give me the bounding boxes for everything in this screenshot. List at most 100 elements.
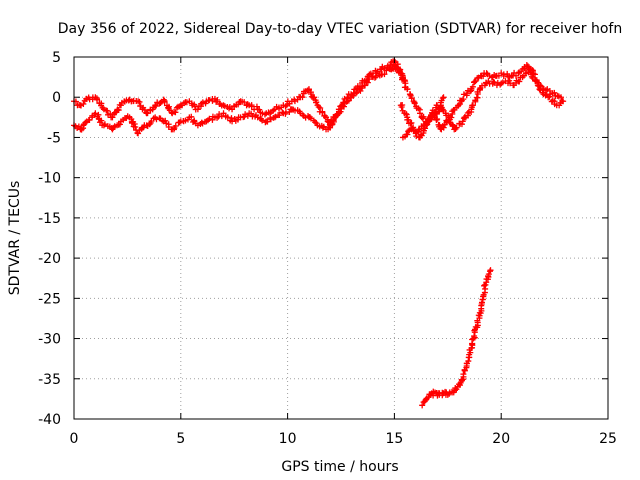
data-point — [453, 124, 460, 131]
data-point — [166, 103, 173, 110]
data-point — [129, 120, 136, 127]
y-tick-label: -25 — [38, 291, 61, 307]
data-point — [371, 74, 378, 81]
grid-lines — [74, 57, 608, 419]
data-point — [109, 114, 116, 121]
data-point — [220, 102, 227, 109]
chart-title: Day 356 of 2022, Sidereal Day-to-day VTE… — [58, 21, 622, 37]
data-point — [469, 102, 476, 109]
data-point — [282, 103, 289, 110]
data-point — [224, 114, 231, 121]
y-axis-label: SDTVAR / TECUs — [7, 181, 23, 296]
data-point — [116, 121, 123, 128]
data-point — [449, 123, 456, 130]
x-tick-label: 15 — [385, 431, 403, 447]
data-point — [431, 114, 438, 121]
data-point — [417, 110, 424, 117]
data-point — [469, 83, 476, 90]
data-point — [135, 130, 142, 137]
data-point — [104, 107, 111, 114]
data-point — [445, 112, 452, 119]
data-point — [115, 107, 122, 114]
y-tick-label: -30 — [38, 332, 61, 348]
data-point — [330, 118, 337, 125]
data-point — [194, 106, 201, 113]
y-tick-label: -15 — [38, 211, 61, 227]
plot-frame — [73, 56, 609, 420]
data-point — [460, 91, 467, 98]
data-point — [80, 101, 87, 108]
data-point — [271, 114, 278, 121]
data-point — [261, 111, 268, 118]
data-point — [546, 93, 553, 100]
data-point — [507, 80, 514, 87]
series-3 — [399, 66, 567, 141]
y-tick-label: 0 — [52, 90, 61, 106]
data-point — [161, 98, 168, 105]
data-point — [352, 90, 359, 97]
x-axis-label: GPS time / hours — [281, 459, 398, 475]
series-0 — [71, 58, 409, 129]
data-point — [404, 86, 411, 93]
x-tick-label: 0 — [70, 431, 79, 447]
data-point — [558, 94, 565, 101]
data-point — [132, 124, 139, 131]
series-1 — [71, 63, 404, 137]
data-point — [499, 79, 506, 86]
data-point — [405, 128, 412, 135]
data-point — [172, 109, 179, 116]
data-point — [199, 99, 206, 106]
data-point — [458, 121, 465, 128]
x-tick-label: 10 — [279, 431, 297, 447]
data-point — [259, 117, 266, 124]
data-point — [276, 112, 283, 119]
data-point — [422, 125, 429, 132]
data-point — [460, 371, 467, 378]
data-point — [439, 95, 446, 102]
data-point — [472, 98, 479, 105]
data-point — [393, 66, 400, 73]
y-tick-label: -20 — [38, 251, 61, 267]
data-point — [459, 118, 466, 125]
data-point — [535, 83, 542, 90]
series-5 — [419, 267, 494, 409]
data-point — [248, 110, 255, 117]
data-point — [136, 98, 143, 105]
series-2 — [397, 62, 565, 137]
y-axis-ticks: 5 0 -5 -10 -15 -20 -25 -30 -35 -40 — [38, 50, 608, 428]
y-tick-label: -10 — [38, 171, 61, 187]
y-tick-label: 5 — [52, 50, 61, 66]
data-point — [319, 108, 326, 115]
data-point — [313, 99, 320, 106]
data-point — [381, 71, 388, 78]
data-point — [214, 96, 221, 103]
data-point — [100, 122, 107, 129]
data-point — [331, 114, 338, 121]
y-tick-label: -40 — [38, 412, 61, 428]
y-tick-label: -5 — [47, 130, 61, 146]
data-point — [551, 89, 558, 96]
data-point — [490, 78, 497, 85]
data-point — [152, 103, 159, 110]
data-point — [420, 113, 427, 120]
data-point — [94, 96, 101, 103]
data-point — [531, 71, 538, 78]
data-point — [299, 94, 306, 101]
data-point — [337, 108, 344, 115]
data-point — [98, 117, 105, 124]
data-point — [560, 98, 567, 105]
data-point — [440, 94, 447, 101]
data-point — [504, 70, 511, 77]
x-tick-label: 25 — [599, 431, 617, 447]
data-point — [311, 94, 318, 101]
data-point — [206, 97, 213, 104]
data-point — [485, 271, 492, 278]
data-point — [364, 79, 371, 86]
data-point — [188, 113, 195, 120]
data-point — [410, 127, 417, 134]
data-point — [319, 124, 326, 131]
data-point — [357, 87, 364, 94]
data-point — [471, 333, 478, 340]
data-point — [407, 120, 414, 127]
